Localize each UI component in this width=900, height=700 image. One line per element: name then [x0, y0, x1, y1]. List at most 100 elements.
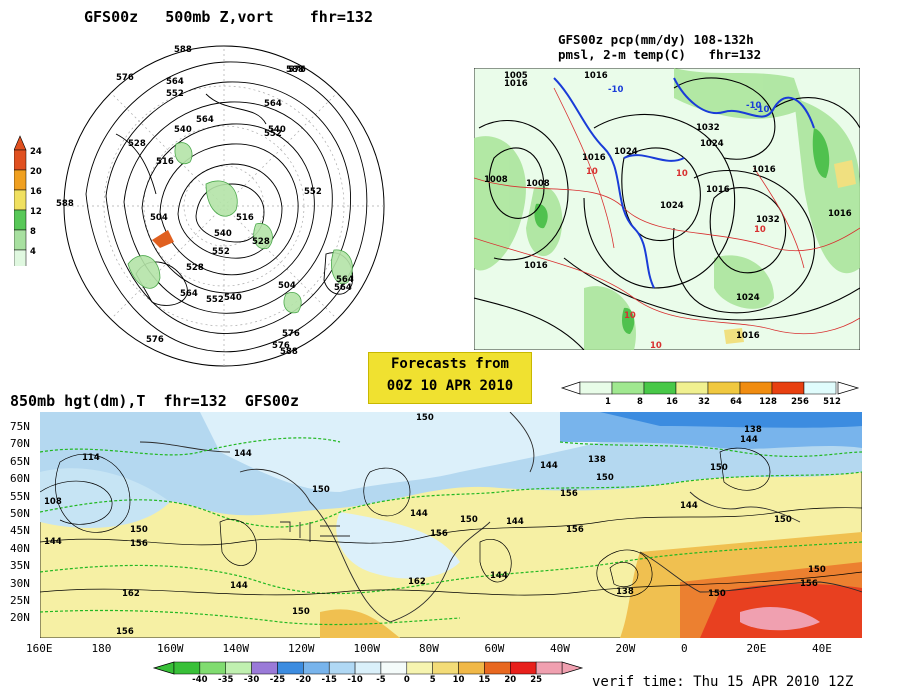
lat-label: 35N [10, 559, 30, 573]
temp-colorbar-labels: -40 -35 -30 -25 -20 -15 -10 -5 0 5 10 15 20 25 [192, 675, 542, 684]
precip-colorbar-label: 256 [791, 397, 809, 406]
precip-pmsl-map: 1005 1016 1016 1008 1008 1024 1016 1032 … [474, 68, 860, 350]
svg-text:1016: 1016 [524, 261, 548, 271]
svg-text:10: 10 [676, 169, 688, 179]
svg-text:528: 528 [186, 263, 204, 273]
lon-label: 80W [419, 642, 439, 655]
temp-swatch [535, 661, 563, 675]
svg-text:156: 156 [560, 489, 578, 499]
lat-label: 65N [10, 454, 30, 468]
svg-text:1005: 1005 [504, 71, 528, 81]
vort-swatch [14, 249, 27, 266]
lat-label: 25N [10, 594, 30, 607]
temp-swatch [225, 661, 252, 675]
temp-colorbar-label: -40 [192, 675, 207, 684]
lon-label: 40W [550, 642, 570, 655]
precip-colorbar-label: 8 [637, 397, 643, 406]
polar-title: GFS00z 500mb Z,vort fhr=132 [84, 8, 373, 26]
svg-text:1016: 1016 [582, 153, 606, 163]
lat-label: 60N [10, 472, 30, 486]
isobars [474, 77, 860, 350]
svg-text:1008: 1008 [484, 175, 508, 185]
svg-text:1024: 1024 [700, 139, 724, 149]
lat-label: 30N [10, 576, 30, 590]
svg-text:-10: -10 [754, 105, 769, 115]
svg-text:150: 150 [710, 463, 728, 473]
svg-text:144: 144 [44, 537, 62, 547]
svg-text:150: 150 [292, 607, 310, 617]
precip-colorbar-label: 16 [666, 397, 678, 406]
precip-swatch [579, 381, 613, 395]
lon-label: 20E [746, 642, 767, 655]
svg-text:1024: 1024 [736, 293, 760, 303]
svg-text:150: 150 [130, 525, 148, 535]
svg-text:114: 114 [82, 453, 100, 463]
temp-swatch [432, 661, 459, 675]
temp-swatch [354, 661, 382, 675]
svg-text:564: 564 [336, 275, 354, 285]
lon-label: 160W [157, 642, 184, 655]
svg-text:150: 150 [774, 515, 792, 525]
vort-colorbar-label: 16 [30, 187, 42, 197]
svg-text:138: 138 [588, 455, 606, 465]
svg-text:576: 576 [272, 341, 290, 351]
svg-text:1016: 1016 [706, 185, 730, 195]
precip-swatch [803, 381, 837, 395]
temp-colorbar-label: -5 [376, 675, 386, 684]
temp-colorbar-label: -25 [270, 675, 285, 684]
svg-text:564: 564 [264, 99, 282, 109]
vort-colorbar-label: 20 [30, 167, 42, 177]
svg-text:144: 144 [490, 571, 508, 581]
svg-text:504: 504 [150, 213, 168, 223]
svg-text:144: 144 [230, 581, 248, 591]
svg-text:156: 156 [800, 579, 818, 589]
svg-text:156: 156 [116, 627, 134, 637]
precip-colorbar-label: 32 [698, 397, 710, 406]
svg-text:588: 588 [56, 199, 74, 209]
temp-swatch [251, 661, 278, 675]
svg-text:1016: 1016 [828, 209, 852, 219]
svg-text:10: 10 [586, 167, 598, 177]
hgt850-title: 850mb hgt(dm),T fhr=132 GFS00z [10, 392, 299, 410]
temp-swatch [484, 661, 511, 675]
temp-colorbar-label: 20 [504, 675, 516, 684]
svg-text:150: 150 [596, 473, 614, 483]
svg-text:150: 150 [416, 413, 434, 423]
temp-colorbar-label: 10 [453, 675, 465, 684]
precip-colorbar-label: 128 [759, 397, 777, 406]
temp-colorbar: -40 -35 -30 -25 -20 -15 -10 -5 0 5 10 15 20 25 [152, 661, 584, 684]
temp-isotherms [40, 437, 862, 626]
svg-text:528: 528 [252, 237, 270, 247]
svg-text:564: 564 [166, 77, 184, 87]
vort-colorbar-label: 12 [30, 207, 42, 217]
temp-swatch [406, 661, 433, 675]
temp-swatch [328, 661, 356, 675]
freezing-line [553, 77, 815, 289]
temp-colorbar-label: 0 [404, 675, 410, 684]
svg-text:10: 10 [650, 341, 662, 350]
temp-colorbar-label: -20 [296, 675, 311, 684]
lon-label: 40E [812, 642, 832, 655]
svg-text:144: 144 [740, 435, 758, 445]
svg-text:156: 156 [566, 525, 584, 535]
temp-swatch [199, 661, 226, 675]
svg-text:144: 144 [234, 449, 252, 459]
svg-text:552: 552 [212, 247, 230, 257]
lat-label: 40N [10, 541, 30, 555]
lat-label: 20N [10, 611, 30, 625]
temp-colorbar-label: 15 [478, 675, 490, 684]
svg-text:156: 156 [130, 539, 148, 549]
lon-label: 140W [222, 642, 250, 655]
verif-time: verif time: Thu 15 APR 2010 12Z [592, 674, 854, 690]
temp-swatch [458, 661, 485, 675]
lon-label: 160E [26, 642, 53, 655]
pressure-labels: 1005 1016 1016 1008 1008 1024 1016 1032 … [484, 71, 852, 341]
svg-text:564: 564 [196, 115, 214, 125]
svg-text:516: 516 [156, 157, 174, 167]
temp-colorbar-label: -35 [218, 675, 233, 684]
precip-swatch [611, 381, 645, 395]
svg-text:540: 540 [224, 293, 242, 303]
svg-text:588: 588 [286, 65, 304, 75]
svg-text:10: 10 [754, 225, 766, 235]
height-contours [40, 447, 862, 598]
